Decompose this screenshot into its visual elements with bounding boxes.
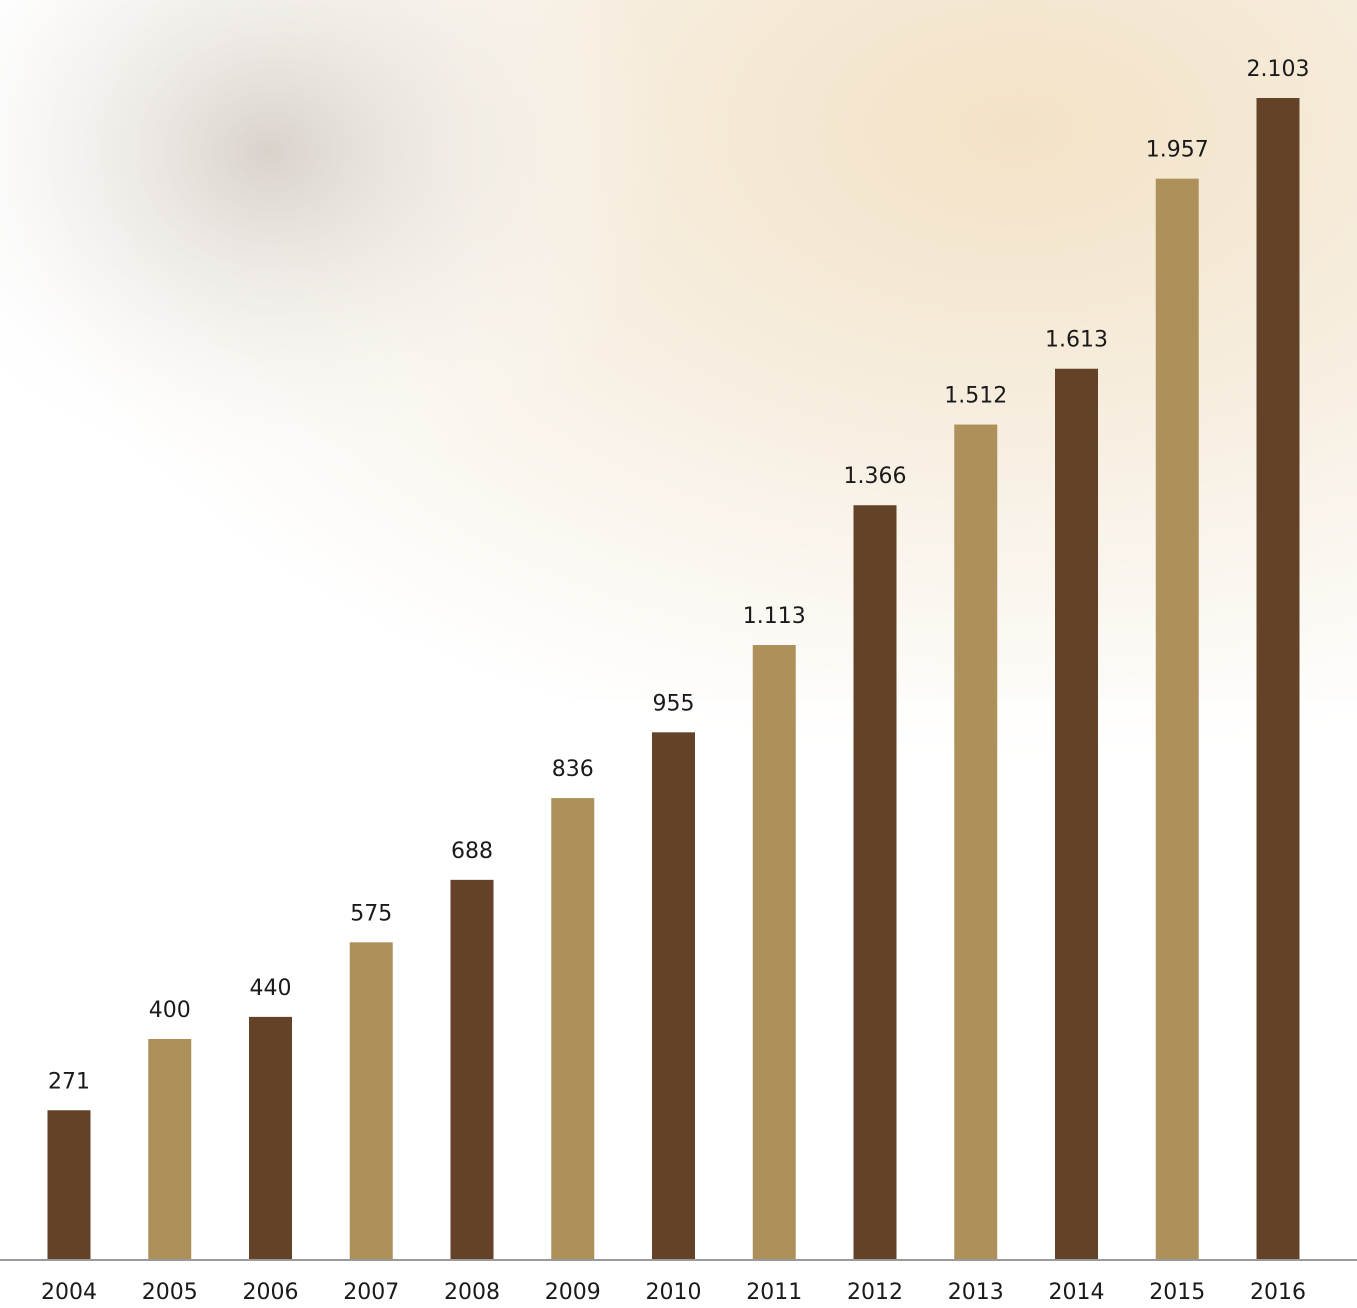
bar: [551, 798, 594, 1260]
value-label: 1.957: [1146, 138, 1209, 163]
x-tick-label: 2009: [545, 1280, 601, 1305]
x-tick-label: 2007: [343, 1280, 399, 1305]
value-label: 1.613: [1045, 328, 1108, 353]
value-label: 2.103: [1247, 57, 1310, 82]
x-tick-label: 2013: [948, 1280, 1004, 1305]
x-tick-label: 2006: [243, 1280, 299, 1305]
value-label: 1.113: [743, 604, 806, 629]
bar: [1257, 98, 1300, 1260]
bar: [148, 1039, 191, 1260]
chart: 271 2004 400 2005 440 2006 575 2007 688 2008 836 20…: [0, 0, 1357, 1308]
x-tick-label: 2010: [646, 1280, 702, 1305]
value-label: 688: [451, 839, 493, 864]
value-label: 836: [552, 757, 594, 782]
x-tick-label: 2016: [1250, 1280, 1306, 1305]
bar: [48, 1110, 91, 1260]
bar: [451, 880, 494, 1260]
value-label: 271: [48, 1069, 90, 1094]
bar: [753, 645, 796, 1260]
bar: [954, 425, 997, 1260]
value-label: 575: [350, 901, 392, 926]
x-tick-label: 2015: [1149, 1280, 1205, 1305]
bar: [652, 732, 695, 1260]
x-tick-label: 2005: [142, 1280, 198, 1305]
x-tick-label: 2012: [847, 1280, 903, 1305]
value-label: 400: [149, 998, 191, 1023]
value-label: 955: [653, 691, 695, 716]
bar: [1055, 369, 1098, 1260]
page: {"chart_data": {"type": "bar", "categori…: [0, 0, 1357, 1308]
value-label: 440: [250, 976, 292, 1001]
x-tick-label: 2008: [444, 1280, 500, 1305]
x-tick-label: 2011: [746, 1280, 802, 1305]
x-tick-label: 2014: [1049, 1280, 1105, 1305]
bar: [1156, 179, 1199, 1260]
bar: [249, 1017, 292, 1260]
x-tick-label: 2004: [41, 1280, 97, 1305]
value-label: 1.512: [944, 384, 1007, 409]
bar: [350, 942, 393, 1260]
value-label: 1.366: [844, 464, 907, 489]
bar: [854, 505, 897, 1260]
